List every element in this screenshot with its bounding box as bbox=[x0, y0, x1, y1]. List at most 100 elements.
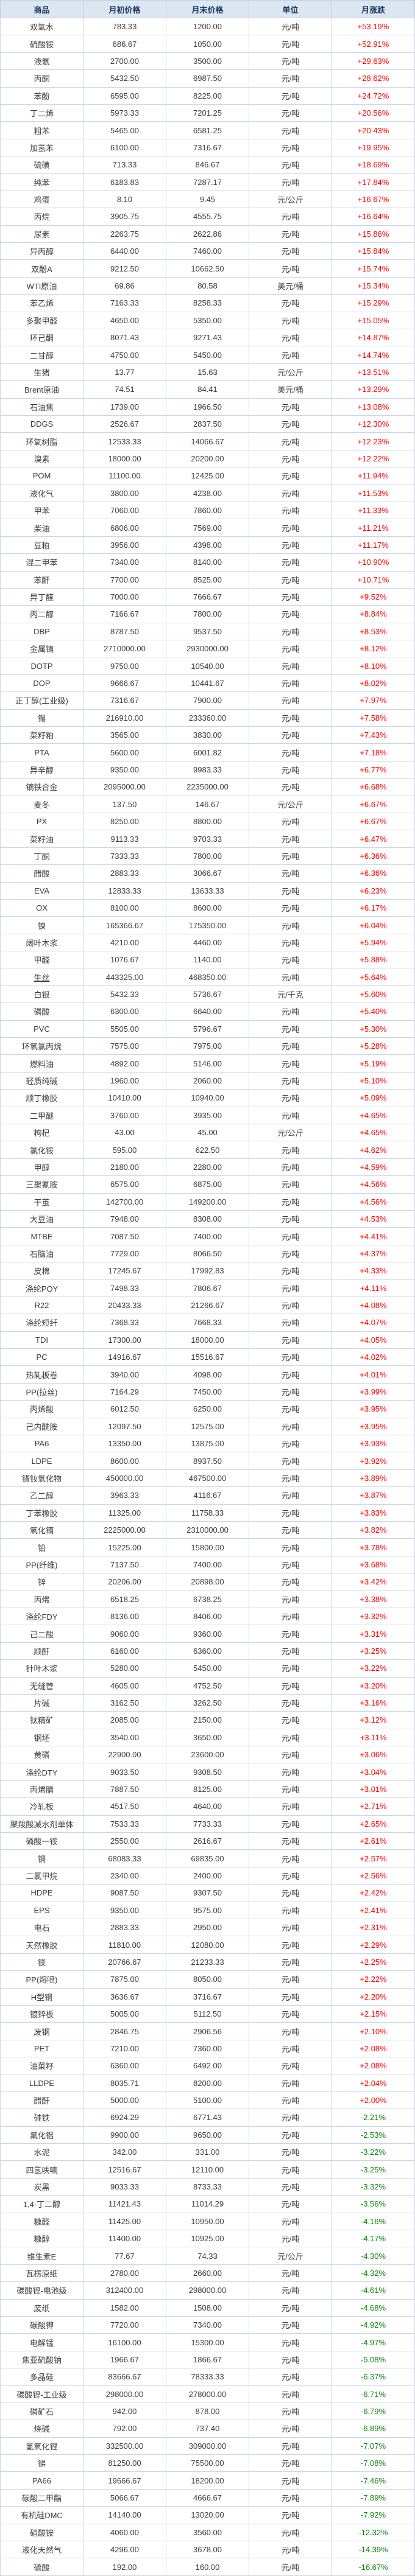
commodity-name-cell: 涤纶POY bbox=[0, 1279, 83, 1297]
change-cell: +6.67% bbox=[332, 812, 415, 831]
table-row: 冷轧板 4517.50 4640.00 元/吨 +2.71% bbox=[0, 1797, 415, 1816]
unit-cell: 元/吨 bbox=[249, 1555, 332, 1574]
change-cell: +2.15% bbox=[332, 2004, 415, 2023]
change-cell: +2.41% bbox=[332, 1901, 415, 1919]
change-cell: +4.41% bbox=[332, 1227, 415, 1245]
end-price-cell: 4666.67 bbox=[166, 2488, 249, 2507]
table-row: 铜 68083.33 69835.00 元/吨 +2.57% bbox=[0, 1849, 415, 1867]
end-price-cell: 11014.29 bbox=[166, 2195, 249, 2213]
table-row: 有机硅DMC 14140.00 13020.00 元/吨 -7.92% bbox=[0, 2506, 415, 2524]
change-cell: +4.59% bbox=[332, 1158, 415, 1177]
start-price-cell: 7700.00 bbox=[83, 570, 166, 589]
commodity-link[interactable]: 生丝 bbox=[34, 973, 50, 982]
table-row: 锌 20206.00 20898.00 元/吨 +3.42% bbox=[0, 1573, 415, 1591]
start-price-cell: 6100.00 bbox=[83, 138, 166, 157]
commodity-name-cell: PVC bbox=[0, 1020, 83, 1038]
end-price-cell: 7569.00 bbox=[166, 519, 249, 537]
change-cell: -4.16% bbox=[332, 2212, 415, 2231]
start-price-cell: 3565.00 bbox=[83, 726, 166, 744]
end-price-cell: 74.33 bbox=[166, 2247, 249, 2265]
end-price-cell: 10441.67 bbox=[166, 674, 249, 693]
commodity-name-cell: 鸡蛋 bbox=[0, 190, 83, 209]
start-price-cell: 5066.67 bbox=[83, 2488, 166, 2507]
change-cell: +15.05% bbox=[332, 311, 415, 330]
change-cell: +2.65% bbox=[332, 1815, 415, 1833]
table-row: 异丁醛 7000.00 7666.67 元/吨 +9.52% bbox=[0, 587, 415, 606]
table-row: 瓦楞原纸 2780.00 2660.00 元/吨 -4.32% bbox=[0, 2264, 415, 2283]
unit-cell: 元/吨 bbox=[249, 69, 332, 88]
commodity-name-cell: 冷轧板 bbox=[0, 1797, 83, 1816]
commodity-name-cell: 水泥 bbox=[0, 2143, 83, 2161]
commodity-name-cell: PA66 bbox=[0, 2471, 83, 2490]
unit-cell: 元/吨 bbox=[249, 778, 332, 796]
commodity-name-cell: 环氧氯丙烷 bbox=[0, 1037, 83, 1055]
unit-cell: 元/吨 bbox=[249, 1141, 332, 1159]
commodity-name-cell: 炭黑 bbox=[0, 2177, 83, 2196]
unit-cell: 元/吨 bbox=[249, 484, 332, 502]
change-cell: +11.33% bbox=[332, 501, 415, 520]
start-price-cell: 7340.00 bbox=[83, 553, 166, 572]
end-price-cell: 15.63 bbox=[166, 363, 249, 382]
unit-cell: 元/吨 bbox=[249, 2350, 332, 2369]
table-row: 苯酐 7700.00 8525.00 元/吨 +10.71% bbox=[0, 570, 415, 589]
start-price-cell: 7137.50 bbox=[83, 1555, 166, 1574]
unit-cell: 元/吨 bbox=[249, 830, 332, 848]
start-price-cell: 3636.67 bbox=[83, 1987, 166, 2006]
start-price-cell: 142700.00 bbox=[83, 1192, 166, 1211]
start-price-cell: 7316.67 bbox=[83, 691, 166, 710]
table-body: 双氧水 783.33 1200.00 元/吨 +53.19% 硫酸铵 686.67 1050.… bbox=[0, 17, 415, 2576]
unit-cell: 元/吨 bbox=[249, 1693, 332, 1712]
start-price-cell: 19666.67 bbox=[83, 2471, 166, 2490]
start-price-cell: 7166.67 bbox=[83, 605, 166, 623]
table-row: 顺酐 6160.00 6360.00 元/吨 +3.25% bbox=[0, 1642, 415, 1661]
commodity-name-cell: 多晶硅 bbox=[0, 2368, 83, 2386]
table-row: 粗苯 5465.00 6581.25 元/吨 +20.43% bbox=[0, 121, 415, 139]
commodity-name-cell: 硫磺 bbox=[0, 156, 83, 174]
end-price-cell: 9703.33 bbox=[166, 830, 249, 848]
unit-cell: 元/吨 bbox=[249, 916, 332, 934]
unit-cell: 元/吨 bbox=[249, 415, 332, 433]
end-price-cell: 23600.00 bbox=[166, 1746, 249, 1764]
col-header-change: 月涨跌 bbox=[332, 0, 415, 18]
unit-cell: 元/吨 bbox=[249, 103, 332, 122]
commodity-name-cell: 苯酚 bbox=[0, 86, 83, 105]
start-price-cell: 6924.29 bbox=[83, 2109, 166, 2127]
unit-cell: 元/吨 bbox=[249, 2454, 332, 2473]
commodity-name-cell: 涤纶短纤 bbox=[0, 1314, 83, 1332]
change-cell: -3.32% bbox=[332, 2177, 415, 2196]
change-cell: +2.25% bbox=[332, 1953, 415, 1972]
start-price-cell: 8787.50 bbox=[83, 622, 166, 641]
commodity-name-cell: 豆粕 bbox=[0, 536, 83, 555]
end-price-cell: 846.67 bbox=[166, 156, 249, 174]
commodity-name-cell: 涤纶FDY bbox=[0, 1607, 83, 1626]
end-price-cell: 14066.67 bbox=[166, 432, 249, 450]
end-price-cell: 622.50 bbox=[166, 1141, 249, 1159]
commodity-name-cell: 碳酸钾 bbox=[0, 2315, 83, 2334]
commodity-name-cell: 磷矿石 bbox=[0, 2402, 83, 2421]
start-price-cell: 4210.00 bbox=[83, 933, 166, 952]
commodity-name-cell: 丙烯腈 bbox=[0, 1780, 83, 1799]
start-price-cell: 4060.00 bbox=[83, 2523, 166, 2542]
unit-cell: 元/吨 bbox=[249, 208, 332, 226]
end-price-cell: 233360.00 bbox=[166, 709, 249, 727]
change-cell: +8.02% bbox=[332, 674, 415, 693]
table-row: 液化气 3800.00 4238.00 元/吨 +11.53% bbox=[0, 484, 415, 502]
end-price-cell: 3262.50 bbox=[166, 1693, 249, 1712]
unit-cell: 元/吨 bbox=[249, 1521, 332, 1539]
change-cell: +4.08% bbox=[332, 1296, 415, 1315]
unit-cell: 元/吨 bbox=[249, 847, 332, 866]
change-cell: +5.94% bbox=[332, 933, 415, 952]
commodity-name-cell: OX bbox=[0, 898, 83, 917]
table-row: LLDPE 8035.71 8200.00 元/吨 +2.04% bbox=[0, 2074, 415, 2092]
commodity-name-cell: 瓦楞原纸 bbox=[0, 2264, 83, 2283]
table-row: 干茧 142700.00 149200.00 元/吨 +4.56% bbox=[0, 1192, 415, 1211]
change-cell: +3.42% bbox=[332, 1573, 415, 1591]
unit-cell: 元/吨 bbox=[249, 933, 332, 952]
change-cell: -4.61% bbox=[332, 2281, 415, 2300]
commodity-name-cell: 枸杞 bbox=[0, 1123, 83, 1142]
table-row: 黄磷 22900.00 23600.00 元/吨 +3.06% bbox=[0, 1746, 415, 1764]
start-price-cell: 69.86 bbox=[83, 276, 166, 295]
unit-cell: 元/吨 bbox=[249, 2229, 332, 2248]
table-row: 碳酸锂-工业级 298000.00 278000.00 元/吨 -6.71% bbox=[0, 2385, 415, 2403]
end-price-cell: 9983.33 bbox=[166, 760, 249, 779]
